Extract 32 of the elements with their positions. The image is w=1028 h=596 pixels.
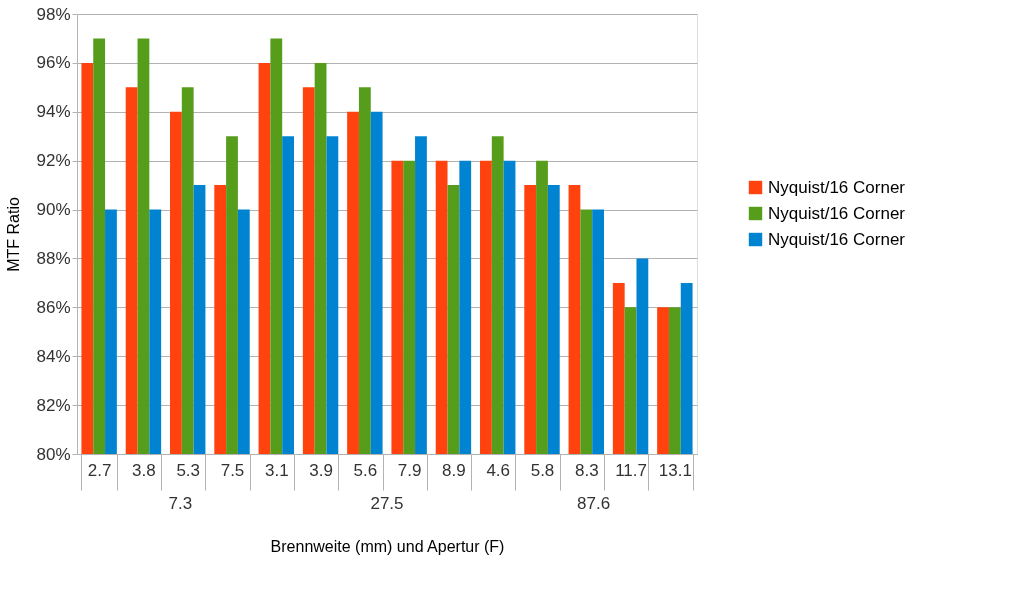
legend-label: Nyquist/16 Corner	[768, 203, 906, 223]
text: 87.6	[577, 494, 611, 513]
x-tick-label: 8.3	[574, 460, 599, 480]
text: 7.3	[168, 494, 193, 513]
y-tick-label: 88%	[36, 248, 71, 268]
y-tick-label: 82%	[36, 395, 71, 415]
y-tick-label: 86%	[36, 297, 71, 317]
x-axis-title: Brennweite (mm) und Apertur (F)	[270, 538, 505, 555]
x-tick-label: 2.7	[87, 460, 112, 480]
legend-label: Nyquist/16 Corner	[768, 229, 906, 249]
x-tick-label: 5.6	[353, 460, 378, 480]
x-tick-label: 7.5	[220, 460, 245, 480]
legend-label: Nyquist/16 Corner	[768, 177, 906, 197]
y-tick-label: 80%	[36, 444, 71, 464]
text: 27.5	[370, 494, 404, 513]
x-tick-label: 8.9	[442, 460, 466, 480]
y-tick-label: 94%	[36, 102, 71, 122]
x-tick-label: 11.7	[615, 460, 647, 480]
x-tick-label: 13.1	[658, 460, 692, 480]
y-axis-title: MTF Ratio	[5, 197, 23, 272]
x-tick-label: 5.3	[176, 460, 201, 480]
y-tick-label: 92%	[36, 151, 71, 171]
y-tick-label: 98%	[36, 4, 71, 24]
x-tick-label: 5.8	[530, 460, 555, 480]
x-tick-label: 3.9	[309, 460, 333, 480]
x-tick-label: 3.1	[264, 460, 289, 480]
x-tick-label: 3.8	[132, 460, 156, 480]
y-tick-label: 84%	[36, 346, 71, 366]
x-tick-label: 4.6	[486, 460, 511, 480]
x-tick-label: 7.9	[397, 460, 422, 480]
y-tick-label: 90%	[36, 200, 71, 220]
y-tick-label: 96%	[36, 53, 71, 73]
